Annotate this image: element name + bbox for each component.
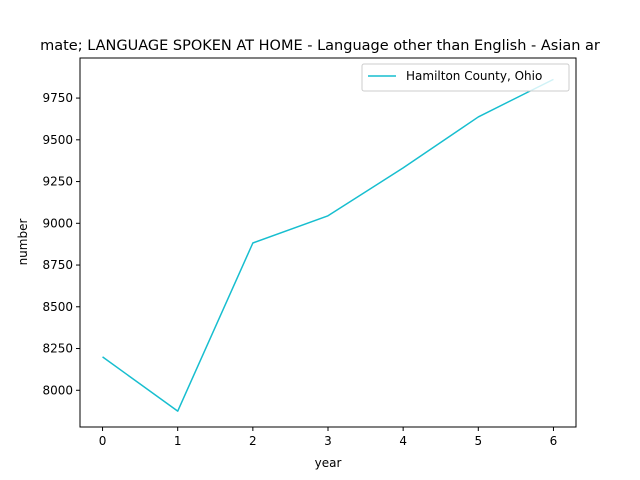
y-tick-label: 8000 bbox=[42, 383, 73, 397]
y-tick-label: 9250 bbox=[42, 175, 73, 189]
series-line bbox=[102, 78, 554, 412]
x-axis-label: year bbox=[315, 456, 342, 470]
x-tick-label: 2 bbox=[249, 434, 257, 448]
legend-label: Hamilton County, Ohio bbox=[406, 69, 542, 83]
y-tick-label: 8750 bbox=[42, 258, 73, 272]
x-tick-label: 4 bbox=[399, 434, 407, 448]
legend-box bbox=[361, 63, 570, 92]
y-tick-label: 9000 bbox=[42, 216, 73, 230]
x-tick-label: 1 bbox=[174, 434, 182, 448]
plot-area bbox=[79, 57, 577, 428]
y-tick-label: 9500 bbox=[42, 133, 73, 147]
chart-title: mate; LANGUAGE SPOKEN AT HOME - Language… bbox=[40, 38, 600, 54]
x-tick-label: 6 bbox=[550, 434, 558, 448]
x-tick-label: 3 bbox=[324, 434, 332, 448]
x-tick-label: 0 bbox=[99, 434, 107, 448]
y-axis: 8000 8250 8500 8750 9000 9250 9500 9750 bbox=[42, 91, 80, 397]
series-layer bbox=[102, 78, 554, 412]
y-tick-label: 8500 bbox=[42, 300, 73, 314]
x-tick-label: 5 bbox=[474, 434, 482, 448]
y-tick-label: 9750 bbox=[42, 91, 73, 105]
x-axis: 0 1 2 3 4 5 6 bbox=[99, 427, 558, 448]
legend: Hamilton County, Ohio bbox=[361, 63, 570, 92]
y-tick-label: 8250 bbox=[42, 342, 73, 356]
y-axis-label: number bbox=[16, 219, 30, 266]
